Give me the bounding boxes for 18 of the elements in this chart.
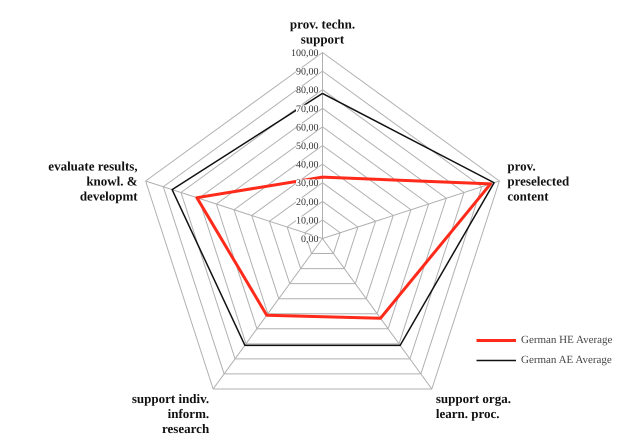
y-tick-label: 0,00 [301, 234, 318, 245]
y-tick-label: 80,00 [296, 85, 318, 96]
y-tick-label: 30,00 [296, 178, 318, 190]
y-tick-label: 90,00 [296, 66, 318, 78]
y-tick-label: 40,00 [296, 160, 318, 171]
y-tick-label: 70,00 [296, 104, 318, 115]
y-tick-label: 50,00 [296, 141, 318, 152]
y-tick-label: 20,00 [296, 196, 318, 208]
spoke-label: evaluate results, knowl. & developmt [48, 158, 138, 204]
y-tick-label: 10,00 [296, 215, 318, 226]
spoke-label: prov. techn. support [290, 16, 356, 46]
spoke-label: support orga. learn. proc. [436, 390, 511, 421]
y-tick-label: 60,00 [296, 122, 318, 134]
y-tick-label: 100,00 [291, 48, 318, 59]
legend-label: German AE Average [521, 354, 612, 366]
legend-label: German HE Average [521, 334, 612, 346]
spoke-label: prov. preselected content [507, 158, 570, 204]
spoke-label: support indiv. inform. research [132, 390, 210, 436]
